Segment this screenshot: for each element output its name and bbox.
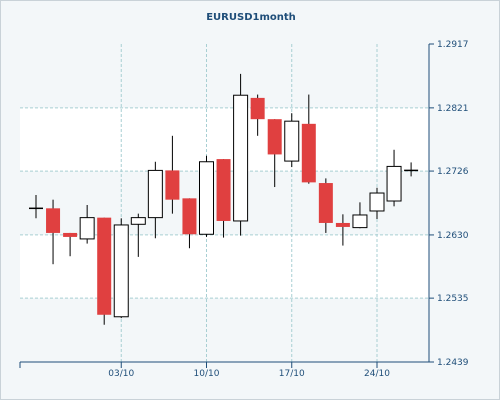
x-tick-label: 10/10 xyxy=(194,369,220,379)
candle xyxy=(369,187,385,219)
chart-title: EURUSD1month xyxy=(206,12,296,23)
candle-body xyxy=(182,198,197,235)
plot-band xyxy=(20,44,429,108)
candle-body xyxy=(147,169,163,219)
candle xyxy=(63,232,78,257)
x-tick-label: 24/10 xyxy=(364,369,390,379)
candle-body xyxy=(267,119,282,155)
candle-body xyxy=(318,183,333,223)
y-tick-label: 1.2630 xyxy=(437,231,469,241)
candle-body xyxy=(369,192,385,212)
candle-body xyxy=(386,165,402,202)
candle xyxy=(97,217,112,325)
candle xyxy=(130,213,146,257)
candle xyxy=(165,135,180,214)
candle xyxy=(386,149,402,207)
y-tick-label: 1.2917 xyxy=(437,40,469,50)
candle-body xyxy=(46,208,61,233)
plot-band xyxy=(20,298,429,362)
candle-body xyxy=(216,159,231,221)
candle-body xyxy=(250,97,265,120)
candle-body xyxy=(284,120,300,162)
candle-body xyxy=(97,217,112,315)
candle xyxy=(404,162,419,177)
candle-body xyxy=(130,217,146,225)
candle xyxy=(233,73,249,236)
candle xyxy=(267,119,282,188)
candle xyxy=(147,161,163,239)
x-tick-label: 17/10 xyxy=(279,369,305,379)
candle xyxy=(335,214,350,246)
y-tick-label: 1.2439 xyxy=(437,358,469,368)
candle xyxy=(199,155,214,237)
candle xyxy=(182,198,197,249)
candle xyxy=(250,94,265,136)
candle xyxy=(216,159,231,238)
candle-body xyxy=(233,94,249,222)
y-tick-label: 1.2726 xyxy=(437,167,469,177)
candle xyxy=(79,204,95,244)
candle xyxy=(301,94,316,184)
candle-body xyxy=(165,170,180,200)
candles xyxy=(29,73,419,325)
candle-body xyxy=(352,214,368,229)
candle xyxy=(318,178,333,233)
axes: 1.2917 1.2821 1.2726 1.2630 1.2535 1.2439 03/1… xyxy=(19,40,469,379)
candle-body xyxy=(301,123,316,183)
candle xyxy=(352,202,368,229)
candle-body xyxy=(79,217,95,240)
candle xyxy=(284,113,300,168)
x-tick-label: 03/10 xyxy=(108,369,134,379)
candle-body xyxy=(199,161,214,235)
y-tick-label: 1.2535 xyxy=(437,294,469,304)
y-tick-label: 1.2821 xyxy=(437,104,469,114)
grid-lines xyxy=(20,44,429,362)
candle xyxy=(29,195,43,219)
candle xyxy=(113,218,129,319)
candle xyxy=(46,199,61,265)
candle-body xyxy=(63,232,78,237)
candle-body xyxy=(335,222,350,227)
candle-body xyxy=(113,224,129,318)
